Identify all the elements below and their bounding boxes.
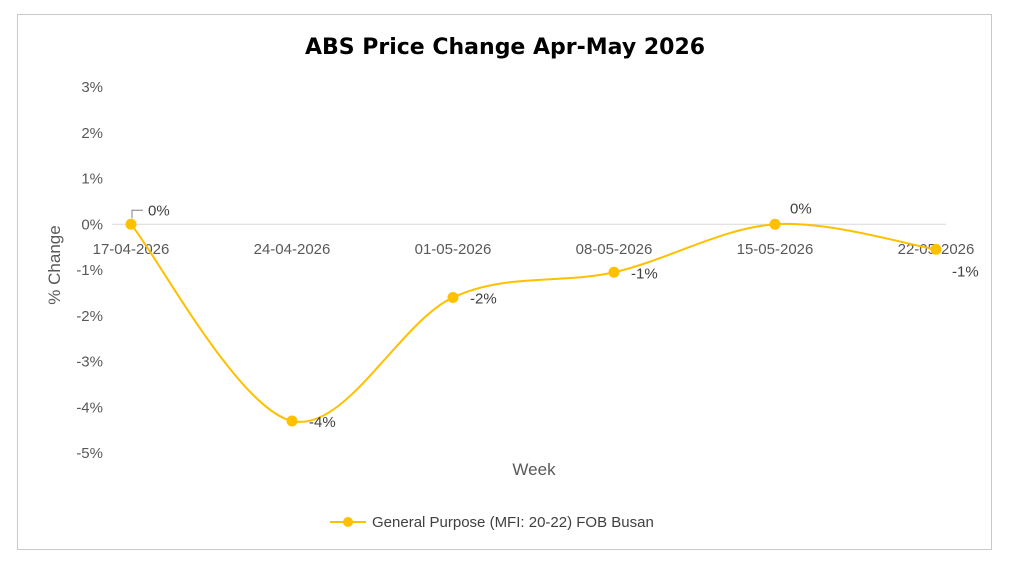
y-tick-label: 0% bbox=[81, 216, 103, 233]
data-point[interactable] bbox=[447, 291, 459, 303]
x-tick-label: 01-05-2026 bbox=[415, 241, 492, 258]
y-tick-label: -1% bbox=[76, 262, 103, 279]
data-point[interactable] bbox=[608, 266, 620, 278]
y-tick-label: 1% bbox=[81, 171, 103, 188]
data-label: -1% bbox=[952, 263, 979, 280]
data-point[interactable] bbox=[125, 218, 137, 230]
y-tick-label: 2% bbox=[81, 125, 103, 142]
data-label: 0% bbox=[790, 200, 812, 217]
y-tick-label: -3% bbox=[76, 354, 103, 371]
y-tick-label: -4% bbox=[76, 399, 103, 416]
data-point[interactable] bbox=[930, 243, 942, 255]
series-line bbox=[130, 222, 937, 423]
legend-label: General Purpose (MFI: 20-22) FOB Busan bbox=[372, 514, 654, 531]
data-label: -1% bbox=[631, 265, 658, 282]
x-tick-label: 15-05-2026 bbox=[737, 241, 814, 258]
x-axis-ticks: 17-04-2026 24-04-2026 01-05-2026 08-05-2026… bbox=[93, 241, 975, 258]
y-tick-label: -5% bbox=[76, 445, 103, 462]
x-tick-label: 24-04-2026 bbox=[254, 241, 331, 258]
data-point[interactable] bbox=[769, 218, 781, 230]
y-tick-label: 3% bbox=[81, 79, 103, 96]
y-axis-title: % Change bbox=[45, 225, 64, 304]
data-label: -2% bbox=[470, 290, 497, 307]
data-label: -4% bbox=[309, 414, 336, 431]
label-leader-line bbox=[131, 209, 143, 219]
data-label: 0% bbox=[148, 202, 170, 219]
chart-title: ABS Price Change Apr-May 2026 bbox=[305, 35, 705, 60]
y-axis-ticks: 3% 2% 1% 0% -1% -2% -3% -4% -5% bbox=[76, 79, 103, 462]
x-axis-title: Week bbox=[512, 460, 556, 479]
x-tick-label: 08-05-2026 bbox=[576, 241, 653, 258]
legend[interactable]: General Purpose (MFI: 20-22) FOB Busan bbox=[330, 514, 654, 531]
legend-marker bbox=[343, 517, 353, 527]
x-tick-label: 17-04-2026 bbox=[93, 241, 170, 258]
series-group: 0% -4% -2% -1% 0% -1% bbox=[125, 200, 979, 431]
y-tick-label: -2% bbox=[76, 308, 103, 325]
data-point[interactable] bbox=[286, 415, 298, 427]
